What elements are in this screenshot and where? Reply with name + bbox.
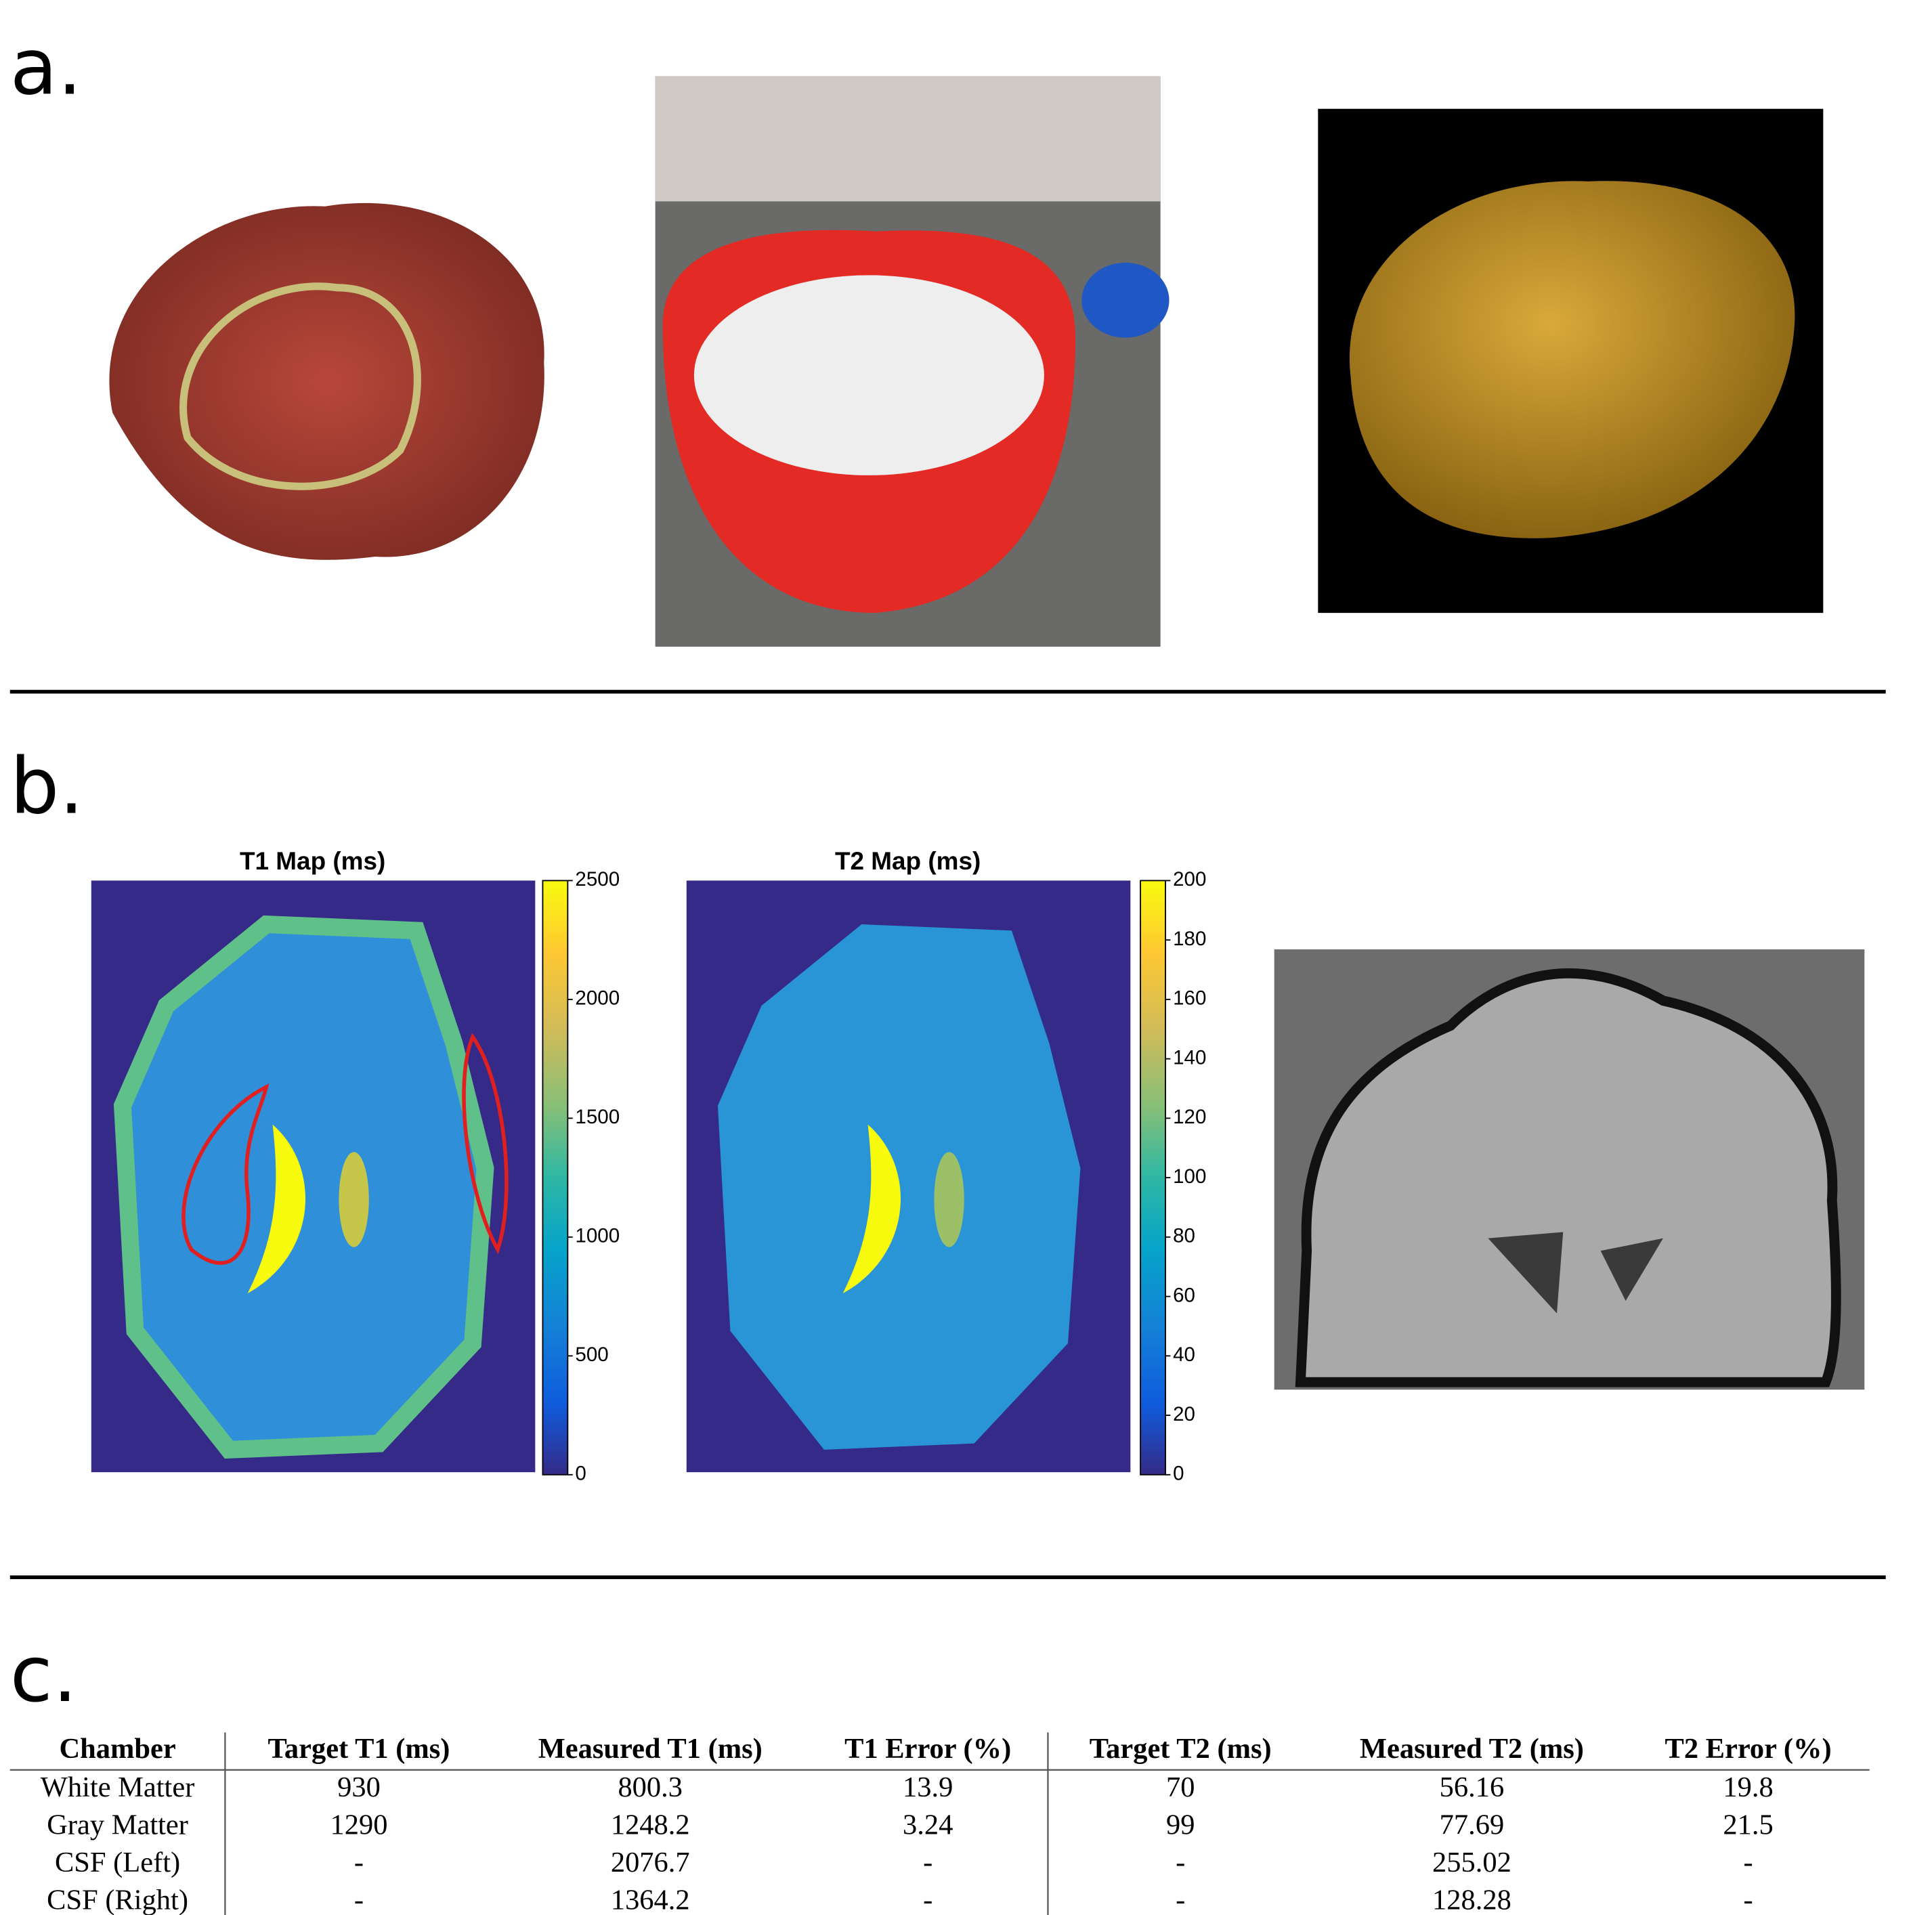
colorbar-tick-label: 0 xyxy=(1173,1463,1184,1485)
table-cell: - xyxy=(1743,1847,1753,1878)
table-cell: 99 xyxy=(1166,1809,1195,1841)
table-header: T2 Error (%) xyxy=(1665,1733,1832,1765)
ventricle xyxy=(247,1124,306,1293)
table-header: Target T2 (ms) xyxy=(1090,1733,1272,1765)
colorbar-tick-label: 120 xyxy=(1173,1106,1206,1128)
colorbar-tick-label: 20 xyxy=(1173,1403,1195,1425)
ventricle xyxy=(842,1124,901,1293)
table-cell: 13.9 xyxy=(903,1771,953,1803)
panel-label: a. xyxy=(10,23,83,113)
colorbar xyxy=(542,880,569,1476)
table-cell: - xyxy=(1176,1884,1185,1915)
panel-label: c. xyxy=(10,1630,77,1720)
colorbar-tick-label: 2000 xyxy=(575,987,620,1010)
colorbar xyxy=(1140,880,1166,1476)
table-cell: 930 xyxy=(337,1771,381,1803)
colorbar-tick-label: 180 xyxy=(1173,928,1206,950)
mri-slice-image xyxy=(1274,949,1865,1390)
table: Chamber Target T1 (ms) Measured T1 (ms) T1 … xyxy=(41,1733,1832,1915)
table-cell: - xyxy=(923,1847,932,1878)
table-cell: 1248.2 xyxy=(611,1809,690,1841)
table-cell: 800.3 xyxy=(618,1771,683,1803)
table-cell: Gray Matter xyxy=(47,1809,188,1841)
printed-phantom-photo xyxy=(655,76,1169,647)
table-cell: 21.5 xyxy=(1723,1809,1773,1841)
brain-mesh-image xyxy=(109,202,544,560)
table-cell: White Matter xyxy=(41,1771,195,1803)
roi-outline xyxy=(181,1083,270,1265)
table-cell: - xyxy=(354,1847,364,1878)
colorbar-tick-label: 0 xyxy=(575,1463,586,1485)
table-cell: - xyxy=(1176,1847,1185,1878)
table-cell: 70 xyxy=(1166,1771,1195,1803)
table-cell: 128.28 xyxy=(1432,1884,1511,1915)
colorbar-tick-label: 160 xyxy=(1173,987,1206,1010)
colorbar-tick-label: 2500 xyxy=(575,868,620,890)
ct-render-image xyxy=(1318,108,1824,614)
map-title: T1 Map (ms) xyxy=(240,847,385,875)
table-cell: 255.02 xyxy=(1432,1847,1511,1878)
table-header: Chamber xyxy=(59,1733,175,1765)
table-header: Measured T2 (ms) xyxy=(1360,1733,1584,1765)
table-cell: 56.16 xyxy=(1440,1771,1505,1803)
table-cell: CSF (Left) xyxy=(55,1847,180,1878)
table-cell: - xyxy=(1743,1884,1753,1915)
colorbar-tick-label: 1500 xyxy=(575,1106,620,1128)
ventricle xyxy=(339,1152,369,1247)
colorbar-tick-label: 80 xyxy=(1173,1225,1195,1247)
colorbar-tick-label: 200 xyxy=(1173,868,1206,890)
table-cell: CSF (Right) xyxy=(47,1884,188,1915)
table-cell: 19.8 xyxy=(1723,1771,1773,1803)
roi-outline xyxy=(462,1033,509,1255)
table-cell: - xyxy=(354,1884,364,1915)
ventricle xyxy=(934,1152,964,1247)
table-header: Measured T1 (ms) xyxy=(538,1733,763,1765)
table-header: Target T1 (ms) xyxy=(268,1733,450,1765)
table-cell: 77.69 xyxy=(1440,1809,1505,1841)
map-title: T2 Map (ms) xyxy=(835,847,981,875)
colorbar-tick-label: 140 xyxy=(1173,1046,1206,1069)
table-cell: 1290 xyxy=(330,1809,388,1841)
colorbar-tick-label: 1000 xyxy=(575,1225,620,1247)
colorbar-tick-label: 60 xyxy=(1173,1284,1195,1306)
colorbar-tick-label: 500 xyxy=(575,1343,608,1366)
colorbar-tick-label: 40 xyxy=(1173,1343,1195,1366)
colorbar-tick-label: 100 xyxy=(1173,1165,1206,1188)
table-cell: 1364.2 xyxy=(611,1884,690,1915)
panel-label: b. xyxy=(10,742,84,832)
table-cell: - xyxy=(923,1884,932,1915)
table-header: T1 Error (%) xyxy=(844,1733,1011,1765)
table-cell: 3.24 xyxy=(903,1809,953,1841)
table-cell: 2076.7 xyxy=(611,1847,690,1878)
